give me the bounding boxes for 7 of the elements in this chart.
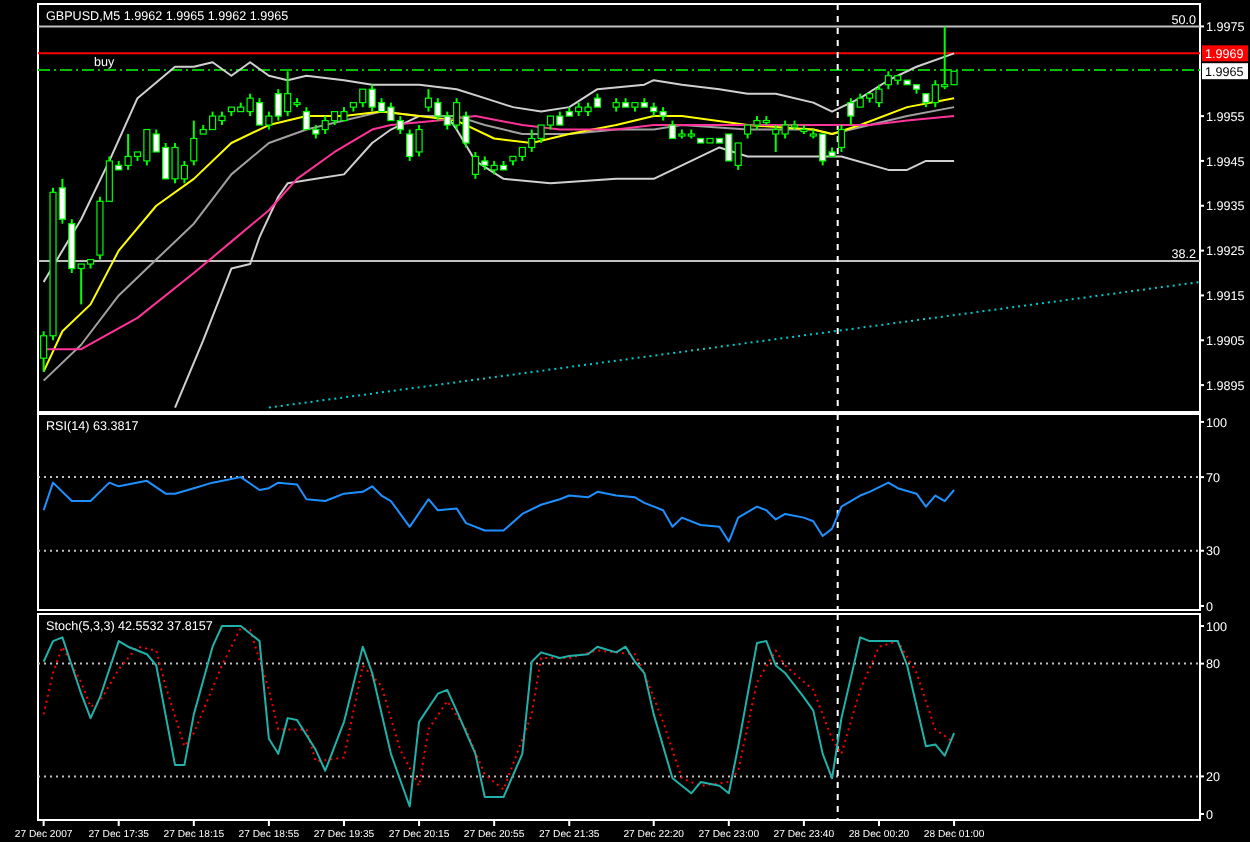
line-series [174, 115, 956, 409]
candlestick [302, 106, 311, 131]
candlestick [837, 124, 846, 153]
candlestick [190, 119, 198, 167]
line-series [42, 52, 956, 283]
candlestick [424, 88, 433, 113]
line-series [42, 476, 956, 543]
